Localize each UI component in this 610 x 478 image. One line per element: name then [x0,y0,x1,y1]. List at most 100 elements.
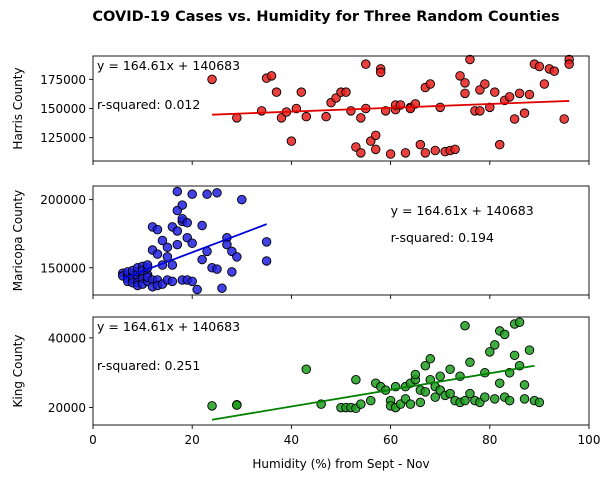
y-tick-label: 125000 [40,131,86,145]
data-point [152,224,163,235]
data-point [356,399,366,409]
y-axis-label: Maricopa County [11,190,25,291]
data-point [172,186,183,197]
data-point [286,136,297,146]
data-point [490,87,500,97]
data-point [321,111,331,122]
panel-king: 20000 40000 0 20 40 60 80 100 King County y = 164… [11,316,601,447]
data-point [232,113,242,123]
data-point [460,78,470,88]
data-point [415,397,426,408]
data-point [430,392,440,402]
data-point [559,114,569,124]
y-axis-label: Harris County [11,67,25,149]
data-point [152,249,163,259]
data-point [222,239,232,250]
data-point [480,392,490,402]
data-point [509,114,520,124]
x-tick-label: 60 [383,433,398,447]
data-point [504,92,515,102]
data-point [480,79,490,89]
data-point [266,71,277,81]
data-point [167,276,178,287]
panel-maricopa: 150000 200000 Maricopa County y = 164.61x +… [11,185,590,299]
data-point [425,354,436,364]
data-point [296,87,307,97]
data-point [177,200,188,210]
data-point [212,188,222,198]
regression-line [211,364,535,421]
data-point [460,395,470,406]
data-point [465,388,475,399]
data-point [167,260,178,270]
data-point [514,88,525,99]
data-point [430,145,440,156]
data-point [182,218,192,228]
x-axis-label: Humidity (%) from Sept - Nov [252,457,429,471]
data-point [232,400,242,410]
data-point [172,226,183,236]
data-point [261,237,272,247]
r-squared-label: r-squared: 0.012 [97,97,200,112]
data-point [420,387,431,397]
y-tick-label: 150000 [40,261,86,275]
axes-frame [92,185,590,296]
data-point [385,149,396,159]
y-tick-label: 40000 [48,331,86,345]
data-point [256,106,267,116]
data-point [261,256,272,266]
data-point [460,320,470,331]
data-point [490,394,500,404]
data-point [534,61,545,72]
r-squared-label: r-squared: 0.251 [97,358,200,373]
data-point [162,242,173,253]
data-point [494,139,505,150]
data-point [420,361,431,371]
data-point [375,67,386,78]
y-axis-label: King County [11,335,25,408]
data-point [490,340,500,350]
regression-equation: y = 164.61x + 140683 [97,58,240,73]
data-point [485,102,495,113]
data-point [514,317,525,327]
data-point [187,189,197,199]
axes-frame [92,316,590,426]
data-point [157,235,168,246]
data-point [494,378,505,388]
data-point [197,220,207,231]
data-point [435,102,445,113]
r-squared-label: r-squared: 0.194 [391,230,494,245]
data-point [192,284,202,295]
x-tick-label: 100 [578,433,601,447]
data-point [475,106,485,116]
y-tick-label: 175000 [40,73,86,87]
data-point [356,113,366,123]
data-point [519,380,530,390]
data-point [237,194,247,205]
data-point [420,148,431,158]
y-tick-label: 150000 [40,102,86,116]
data-point [187,276,197,287]
data-point [400,148,411,158]
data-point [370,130,381,141]
x-tick-label: 20 [185,433,200,447]
data-point [410,369,421,380]
data-point [207,74,217,85]
data-point [465,54,475,65]
data-point [455,71,465,81]
data-point [524,345,535,355]
data-point [351,374,361,385]
data-point [361,59,371,69]
data-point [341,87,351,97]
data-point [445,388,455,399]
data-point [445,364,455,375]
y-tick-label: 20000 [48,401,86,415]
data-point [356,148,366,158]
data-point [187,238,197,248]
data-point [405,399,416,409]
panel-harris: 125000 150000 175000 Harris County y = 164.6… [11,54,590,165]
data-point [539,79,550,89]
x-tick-label: 40 [284,433,299,447]
data-point [207,401,217,411]
data-point [202,189,212,199]
